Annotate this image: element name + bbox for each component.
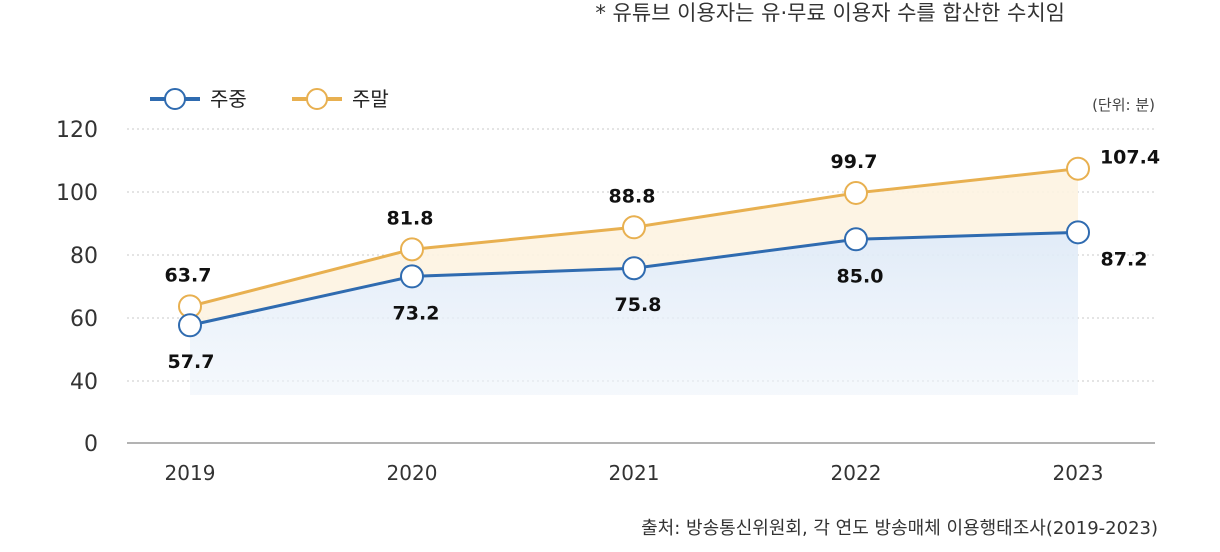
data-labels: 63.7 81.8 88.8 99.7 107.4 57.7 73.2 75.8 85.0 87.…	[165, 147, 1161, 374]
x-tick-label: 2021	[609, 461, 660, 485]
data-label-weekday: 57.7	[168, 351, 215, 373]
point-weekday	[178, 313, 202, 338]
y-tick-label: 100	[56, 181, 98, 206]
data-label-weekday: 87.2	[1101, 248, 1148, 270]
data-label-weekday: 73.2	[393, 302, 440, 324]
point-weekday	[400, 264, 424, 289]
legend-label-weekend: 주말	[352, 87, 389, 111]
legend: 주중 주말	[150, 87, 389, 111]
chart-note: * 유튜브 이용자는 유·무료 이용자 수를 합산한 수치임	[595, 1, 1065, 25]
point-weekday	[1066, 220, 1090, 245]
data-label-weekend: 81.8	[387, 207, 434, 229]
point-weekend	[400, 237, 424, 262]
x-tick-label: 2019	[165, 461, 216, 485]
y-tick-label: 120	[56, 118, 98, 143]
y-tick-label: 0	[84, 432, 98, 457]
legend-marker-weekend	[306, 88, 328, 110]
y-tick-label: 80	[70, 244, 98, 269]
area-fills	[190, 168, 1078, 395]
point-weekday	[622, 256, 646, 281]
y-tick-label: 40	[70, 370, 98, 395]
y-axis-ticks: 0 40 60 80 100 120	[56, 118, 98, 457]
data-label-weekend: 63.7	[165, 264, 212, 286]
data-label-weekend: 107.4	[1100, 147, 1160, 169]
point-weekend	[844, 180, 868, 205]
data-label-weekend: 88.8	[609, 185, 656, 207]
point-weekend	[1066, 156, 1090, 181]
data-points	[178, 156, 1090, 338]
area-under-weekday	[190, 232, 1078, 395]
x-tick-label: 2022	[831, 461, 882, 485]
point-weekday	[844, 227, 868, 252]
data-label-weekend: 99.7	[831, 151, 878, 173]
legend-marker-weekday	[164, 88, 186, 110]
x-tick-label: 2023	[1053, 461, 1104, 485]
point-weekend	[622, 215, 646, 240]
data-label-weekday: 85.0	[837, 265, 884, 287]
data-label-weekday: 75.8	[615, 294, 662, 316]
area-between-series	[190, 168, 1078, 326]
source-note: 출처: 방송통신위원회, 각 연도 방송매체 이용행태조사(2019-2023)	[641, 518, 1158, 539]
x-tick-label: 2020	[387, 461, 438, 485]
unit-label: (단위: 분)	[1092, 96, 1155, 114]
x-axis-ticks: 2019 2020 2021 2022 2023	[165, 461, 1104, 485]
legend-label-weekday: 주중	[210, 87, 247, 111]
y-tick-label: 60	[70, 307, 98, 332]
